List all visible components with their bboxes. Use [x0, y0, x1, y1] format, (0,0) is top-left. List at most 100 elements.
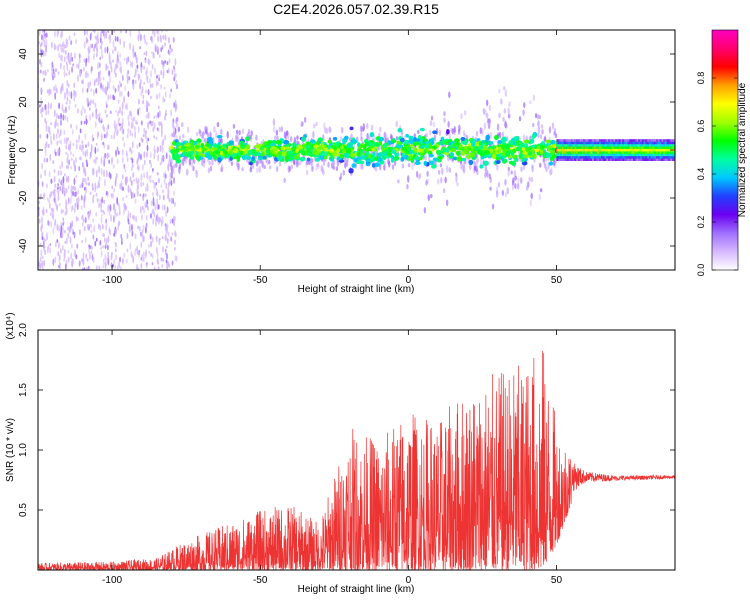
spectrogram-cell	[143, 151, 146, 159]
spectrogram-cell	[156, 251, 159, 259]
spectrogram-cell	[155, 114, 158, 119]
spectrogram-cell	[437, 169, 441, 175]
spectrogram-cell	[130, 112, 133, 121]
spectrogram-cell	[113, 68, 116, 75]
spectrogram-cell	[92, 48, 95, 52]
spectrogram-cell	[151, 83, 154, 88]
spectrogram-cell	[460, 137, 466, 142]
spectrogram-cell	[38, 209, 40, 217]
spectrogram-cell	[121, 174, 124, 180]
spectrogram-cell	[138, 151, 140, 160]
spectrogram-cell	[266, 159, 269, 166]
spectrogram-cell	[125, 180, 128, 186]
spectrogram-cell	[175, 121, 179, 128]
spectrogram-cell	[134, 51, 137, 58]
spectrogram-cell	[161, 30, 164, 33]
spectrogram-cell	[207, 136, 213, 143]
spectrogram-cell	[54, 92, 57, 100]
spectrogram-cell	[113, 215, 116, 220]
spectrogram-cell	[83, 120, 86, 125]
spectrogram-cell	[132, 172, 135, 178]
spectrogram-cell	[430, 115, 434, 121]
spectrogram-cell	[496, 164, 499, 171]
spectrogram-cell	[103, 199, 105, 204]
spectrogram-cell	[75, 124, 78, 130]
spectrogram-cell	[149, 120, 152, 124]
spectrogram-cell	[556, 148, 559, 152]
spectrogram-cell	[331, 151, 337, 157]
spectrogram-cell	[151, 261, 154, 266]
spectrogram-cell	[73, 32, 76, 37]
spectrogram-cell	[84, 216, 87, 224]
spectrogram-cell	[85, 144, 87, 148]
spectrogram-cell	[147, 125, 150, 129]
spectrogram-cell	[154, 67, 157, 75]
spectrogram-cell	[160, 122, 163, 130]
spectrogram-cell	[485, 134, 490, 140]
spectrogram-cell	[574, 151, 577, 154]
spectrogram-cell	[70, 189, 73, 194]
spectrogram-cell	[407, 162, 411, 168]
spectrogram-cell	[153, 30, 156, 38]
spectrogram-cell	[226, 130, 229, 139]
spectrogram-cell	[184, 159, 188, 164]
spectrogram-cell	[188, 151, 193, 156]
spectrogram-cell	[373, 135, 376, 142]
spectrogram-cell	[113, 202, 115, 211]
spectrogram-cell	[65, 106, 67, 114]
spectrogram-cell	[152, 179, 155, 184]
spectrogram-cell	[107, 30, 109, 34]
spectrogram-cell	[331, 162, 334, 169]
spectrogram-cell	[129, 146, 132, 153]
spectrogram-cell	[483, 160, 489, 166]
spectrogram-cell	[38, 104, 41, 108]
spectrogram-cell	[98, 112, 101, 118]
spectrogram-cell	[135, 215, 138, 223]
spectrogram-cell	[531, 144, 537, 149]
spectrogram-cell	[102, 232, 105, 237]
spectrogram-cell	[462, 166, 466, 174]
spectrogram-cell	[77, 217, 79, 221]
spectrogram-cell	[124, 168, 127, 173]
spectrogram-cell	[75, 139, 78, 143]
spectrogram-cell	[537, 120, 540, 128]
spectrogram-cell	[57, 44, 60, 52]
spectrogram-cell	[141, 205, 144, 210]
spectrogram-cell	[122, 136, 124, 141]
spectrogram-cell	[390, 139, 397, 143]
spectrogram-cell	[122, 128, 125, 135]
spectrogram-cell	[70, 196, 72, 205]
spectrogram-cell	[93, 30, 96, 34]
spectrogram-cell	[568, 139, 572, 142]
spectrogram-cell	[60, 139, 62, 145]
spectrogram-cell	[498, 88, 501, 94]
spectrogram-cell	[151, 51, 153, 55]
spectrogram-cell	[62, 182, 64, 191]
spectrogram-cell	[111, 185, 114, 190]
spectrogram-cell	[570, 156, 573, 159]
spectrogram-cell	[82, 87, 84, 94]
spectrogram-cell	[125, 205, 128, 210]
spectrogram-cell	[523, 102, 526, 108]
spectrogram-cell	[375, 142, 379, 147]
spectrogram-cell	[100, 33, 103, 38]
spectrogram-cell	[317, 163, 320, 169]
spectrogram-cell	[110, 134, 113, 140]
spectrogram-cell	[74, 90, 77, 98]
spectrogram-cell	[360, 125, 363, 133]
spectrogram-cell	[300, 122, 303, 128]
spectrogram-cell	[104, 254, 107, 261]
spectrogram-cell	[43, 30, 46, 34]
spectrogram-cell	[178, 135, 182, 141]
spectrogram-cell	[343, 145, 348, 150]
spectrogram-cell	[96, 185, 99, 190]
spectrogram-cell	[142, 224, 145, 231]
spectrogram-cell	[404, 149, 411, 155]
spectrogram-cell	[344, 135, 349, 141]
spectrogram-cell	[113, 258, 115, 266]
spectrogram-cell	[471, 141, 476, 147]
spectrogram-cell	[133, 178, 135, 183]
spectrogram-cell	[152, 30, 154, 35]
spectrogram-cell	[74, 52, 76, 60]
spectrogram-cell	[77, 62, 80, 70]
